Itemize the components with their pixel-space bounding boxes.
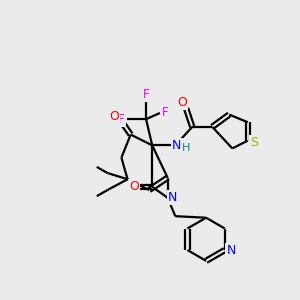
- Text: O: O: [129, 180, 139, 194]
- Text: N: N: [167, 191, 177, 204]
- Text: O: O: [109, 110, 118, 123]
- Text: N: N: [172, 139, 182, 152]
- Text: F: F: [143, 88, 149, 101]
- Text: H: H: [182, 143, 190, 153]
- Text: O: O: [177, 97, 187, 110]
- Text: S: S: [250, 136, 258, 149]
- Text: F: F: [118, 113, 125, 126]
- Text: N: N: [226, 244, 236, 256]
- Text: F: F: [162, 106, 169, 119]
